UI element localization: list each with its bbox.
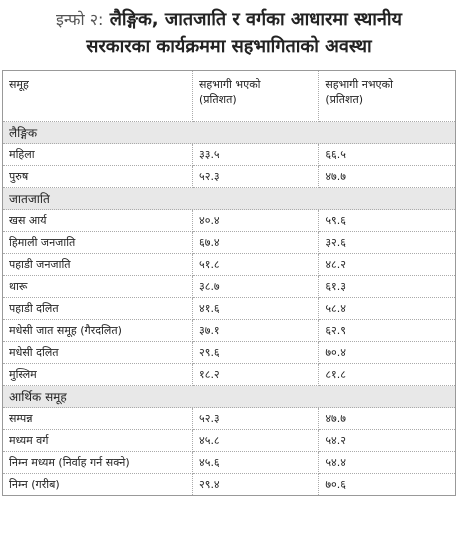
value-cell: ३७.१ xyxy=(192,319,320,342)
value-cell: ६६.५ xyxy=(318,143,456,166)
section-name: जातजाति xyxy=(2,187,456,210)
group-name: हिमाली जनजाति xyxy=(2,231,193,254)
column-label: सहभागी भएको xyxy=(199,78,261,91)
group-name: थारू xyxy=(2,275,193,298)
data-row: थारू ३८.७ ६१.३ xyxy=(2,275,456,298)
section-name: आर्थिक समूह xyxy=(2,385,456,408)
value-cell: ३३.५ xyxy=(192,143,320,166)
data-row: निम्न मध्यम (निर्वाह गर्न सक्ने) ४५.६ ५४.४ xyxy=(2,451,456,474)
value-cell: ५८.४ xyxy=(318,297,456,320)
data-row: मधेसी दलित २९.६ ७०.४ xyxy=(2,341,456,364)
data-row: मध्यम वर्ग ४५.८ ५४.२ xyxy=(2,429,456,452)
section-row: लैङ्गिक xyxy=(2,121,456,144)
value-cell: ६१.३ xyxy=(318,275,456,298)
value-cell: ८१.८ xyxy=(318,363,456,386)
column-header: समूह xyxy=(2,70,193,122)
data-row: पुरुष ५२.३ ४७.७ xyxy=(2,165,456,188)
value-cell: ५२.३ xyxy=(192,407,320,430)
section-row: आर्थिक समूह xyxy=(2,385,456,408)
column-label: सहभागी नभएको xyxy=(325,78,393,91)
value-cell: ४८.२ xyxy=(318,253,456,276)
group-name: पहाडी दलित xyxy=(2,297,193,320)
column-header: सहभागी भएको (प्रतिशत) xyxy=(192,70,320,122)
section-row: जातजाति xyxy=(2,187,456,210)
group-name: मधेसी जात समूह (गैरदलित) xyxy=(2,319,193,342)
value-cell: ३२.६ xyxy=(318,231,456,254)
data-row: मधेसी जात समूह (गैरदलित) ३७.१ ६२.९ xyxy=(2,319,456,342)
column-header: सहभागी नभएको (प्रतिशत) xyxy=(318,70,456,122)
data-row: मुस्लिम १८.२ ८१.८ xyxy=(2,363,456,386)
data-table: समूह सहभागी भएको (प्रतिशत) सहभागी नभएको (प्र… xyxy=(2,70,456,496)
value-cell: ५४.४ xyxy=(318,451,456,474)
value-cell: ६७.४ xyxy=(192,231,320,254)
data-row: खस आर्य ४०.४ ५९.६ xyxy=(2,209,456,232)
column-unit: (प्रतिशत) xyxy=(325,93,364,106)
value-cell: १८.२ xyxy=(192,363,320,386)
group-name: सम्पन्न xyxy=(2,407,193,430)
group-name: निम्न मध्यम (निर्वाह गर्न सक्ने) xyxy=(2,451,193,474)
header-row: समूह सहभागी भएको (प्रतिशत) सहभागी नभएको (प्र… xyxy=(2,70,456,122)
value-cell: ४७.७ xyxy=(318,407,456,430)
group-name: पुरुष xyxy=(2,165,193,188)
group-name: निम्न (गरीब) xyxy=(2,473,193,496)
group-name: महिला xyxy=(2,143,193,166)
column-unit: (प्रतिशत) xyxy=(199,93,237,106)
value-cell: ४०.४ xyxy=(192,209,320,232)
data-row: महिला ३३.५ ६६.५ xyxy=(2,143,456,166)
data-row: पहाडी दलित ४१.६ ५८.४ xyxy=(2,297,456,320)
value-cell: ४७.७ xyxy=(318,165,456,188)
value-cell: २९.४ xyxy=(192,473,320,496)
value-cell: ४५.८ xyxy=(192,429,320,452)
value-cell: २९.६ xyxy=(192,341,320,364)
value-cell: ६२.९ xyxy=(318,319,456,342)
data-row: निम्न (गरीब) २९.४ ७०.६ xyxy=(2,473,456,496)
value-cell: ४१.६ xyxy=(192,297,320,320)
data-row: पहाडी जनजाति ५१.८ ४८.२ xyxy=(2,253,456,276)
title: इन्फो २: लैङ्गिक, जातजाति र वर्गका आधारम… xyxy=(0,0,458,66)
group-name: मधेसी दलित xyxy=(2,341,193,364)
title-line: सरकारका कार्यक्रममा सहभागिताको अवस्था xyxy=(86,36,372,57)
group-name: खस आर्य xyxy=(2,209,193,232)
column-label: समूह xyxy=(9,78,29,91)
value-cell: ४५.६ xyxy=(192,451,320,474)
value-cell: ५१.८ xyxy=(192,253,320,276)
data-row: हिमाली जनजाति ६७.४ ३२.६ xyxy=(2,231,456,254)
value-cell: ५२.३ xyxy=(192,165,320,188)
group-name: मध्यम वर्ग xyxy=(2,429,193,452)
group-name: पहाडी जनजाति xyxy=(2,253,193,276)
data-row: सम्पन्न ५२.३ ४७.७ xyxy=(2,407,456,430)
title-prefix: इन्फो २: xyxy=(55,10,104,29)
value-cell: ७०.६ xyxy=(318,473,456,496)
group-name: मुस्लिम xyxy=(2,363,193,386)
value-cell: ५९.६ xyxy=(318,209,456,232)
value-cell: ५४.२ xyxy=(318,429,456,452)
value-cell: ३८.७ xyxy=(192,275,320,298)
title-line: लैङ्गिक, जातजाति र वर्गका आधारमा स्थानीय xyxy=(109,9,402,30)
section-name: लैङ्गिक xyxy=(2,121,456,144)
value-cell: ७०.४ xyxy=(318,341,456,364)
